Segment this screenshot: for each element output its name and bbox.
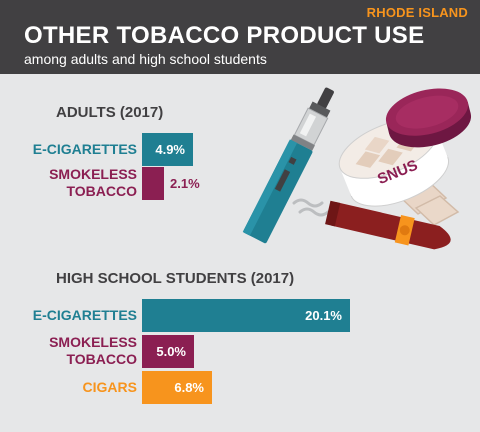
page-subtitle: among adults and high school students bbox=[24, 51, 267, 67]
value-label: 4.9% bbox=[155, 142, 185, 157]
students-section-title: HIGH SCHOOL STUDENTS (2017) bbox=[56, 270, 295, 287]
bar bbox=[142, 167, 164, 200]
adults-section-title: ADULTS (2017) bbox=[56, 104, 164, 121]
category-label: SMOKELESS TOBACCO bbox=[49, 166, 137, 199]
category-label: E-CIGARETTES bbox=[32, 141, 137, 157]
bar bbox=[142, 299, 350, 332]
value-label: 2.1% bbox=[170, 176, 200, 191]
value-label: 20.1% bbox=[305, 308, 342, 323]
category-label: E-CIGARETTES bbox=[32, 307, 137, 323]
state-name: RHODE ISLAND bbox=[366, 5, 468, 20]
smoke-icon bbox=[292, 198, 330, 217]
bar bbox=[142, 335, 194, 368]
value-label: 5.0% bbox=[156, 344, 186, 359]
category-label: SMOKELESS TOBACCO bbox=[49, 334, 137, 367]
category-label: CIGARS bbox=[82, 379, 137, 395]
cigar-icon bbox=[325, 200, 451, 250]
bar bbox=[142, 371, 212, 404]
bar bbox=[142, 133, 193, 166]
snus-tin-icon: SNUS bbox=[338, 88, 472, 207]
value-label: 6.8% bbox=[174, 380, 204, 395]
e-cigarette-icon bbox=[242, 87, 334, 244]
header-banner: RHODE ISLAND OTHER TOBACCO PRODUCT USE a… bbox=[0, 0, 480, 74]
page-title: OTHER TOBACCO PRODUCT USE bbox=[24, 22, 425, 49]
snus-pouch-icon bbox=[396, 180, 460, 226]
